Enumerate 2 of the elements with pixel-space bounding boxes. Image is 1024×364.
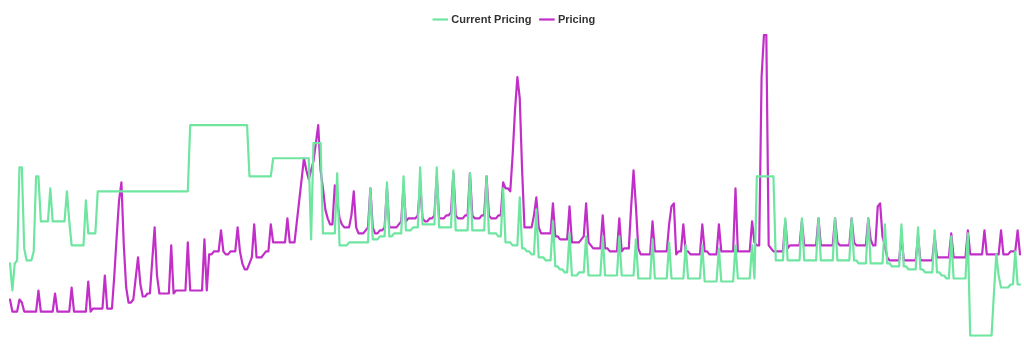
legend-label: Pricing [557,12,596,25]
legend-label: Current Pricing [451,12,532,25]
